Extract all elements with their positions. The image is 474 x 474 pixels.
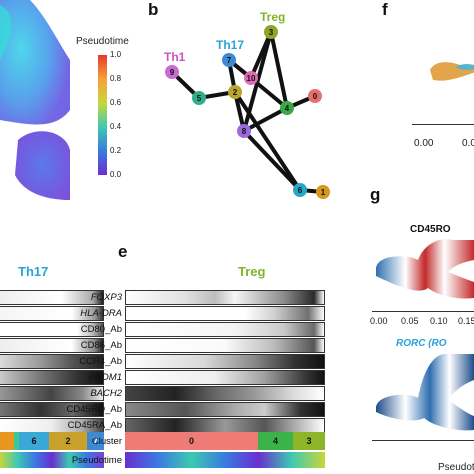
- trajectory-node: 5: [192, 91, 206, 105]
- heatmap-row: [125, 402, 325, 417]
- umap-scatter: [0, 0, 70, 200]
- panel-g-xlabel: Pseudot: [438, 462, 474, 473]
- th17-heatmap-row: [0, 354, 104, 369]
- trajectory-graph: [170, 30, 325, 194]
- heatmap-row: [125, 338, 325, 353]
- panel-f-tick: 0.0: [462, 138, 474, 149]
- treg-pseudotime-bar: [125, 452, 325, 468]
- panel-f-violin: [430, 62, 474, 81]
- th17-heatmap-row: [0, 306, 104, 321]
- lineage-label-treg: Treg: [260, 10, 286, 24]
- heatmap-row: [125, 370, 325, 385]
- gene-label: PRDM1: [88, 372, 122, 383]
- colorbar-tick: 0.0: [110, 170, 122, 179]
- colorbar-tick: 0.8: [110, 74, 122, 83]
- th17-cluster: 2: [49, 432, 87, 450]
- th17-cluster-bar: 6 2 7: [0, 432, 104, 450]
- colorbar: [98, 55, 107, 175]
- treg-cluster-bar: 0 4 3: [125, 432, 325, 450]
- heatmap-row: [125, 322, 325, 337]
- panel-g-title-2: RORC (RO: [396, 338, 447, 349]
- panel-g-axis-2: [372, 440, 474, 441]
- treg-cluster: 0: [125, 432, 258, 450]
- colorbar-tick: 1.0: [110, 50, 122, 59]
- heatmap-row: [125, 290, 325, 305]
- trajectory-node: 0: [308, 89, 322, 103]
- colorbar-tick: 0.4: [110, 122, 122, 131]
- gene-label: CD80_Ab: [80, 324, 122, 335]
- gene-label: CCR4_Ab: [79, 356, 122, 367]
- trajectory-node: 8: [237, 124, 251, 138]
- trajectory-node: 3: [264, 25, 278, 39]
- trajectory-node: 7: [222, 53, 236, 67]
- gene-label: FOXP3: [90, 292, 122, 303]
- trajectory-node: 9: [165, 65, 179, 79]
- heatmap-row: [125, 306, 325, 321]
- th17-heatmap-row: [0, 370, 104, 385]
- th17-heatmap-row: [0, 290, 104, 305]
- heatmap-row: [125, 418, 325, 433]
- panel-label-f: f: [382, 0, 388, 19]
- trajectory-node: 6: [293, 183, 307, 197]
- colorbar-tick: 0.6: [110, 98, 122, 107]
- umap-panel: [0, 0, 70, 200]
- th17-cluster: 6: [19, 432, 49, 450]
- gene-label: CD86_Ab: [80, 340, 122, 351]
- gene-label: HLA-DRA: [80, 308, 122, 319]
- treg-cluster: 3: [293, 432, 325, 450]
- panel-label-g: g: [370, 185, 381, 204]
- panel-g-tick: 0.05: [401, 316, 419, 326]
- gene-label: BACH2: [90, 388, 122, 399]
- pseudotime-row-label: Pseudotime: [71, 455, 122, 466]
- th17-heatmap-row: [0, 338, 104, 353]
- panel-g-flow-1: [376, 239, 474, 299]
- th17-pseudotime-bar: [0, 452, 104, 468]
- trajectory-node: 10: [244, 71, 258, 85]
- treg-label: Treg: [238, 264, 266, 279]
- heatmap-row: [125, 354, 325, 369]
- colorbar-tick: 0.2: [110, 146, 122, 155]
- panel-g-tick: 0.15: [458, 316, 474, 326]
- panel-g-tick: 0.10: [430, 316, 448, 326]
- panel-label-e: e: [118, 242, 128, 261]
- legend-title: Pseudotime: [76, 36, 129, 47]
- th17-heatmap-row: [0, 322, 104, 337]
- lineage-label-th17: Th17: [216, 38, 245, 52]
- trajectory-node: 2: [228, 85, 242, 99]
- panel-g-tick: 0.00: [370, 316, 388, 326]
- th17-heatmap-row: [0, 386, 104, 401]
- panel-f-axis: [412, 124, 474, 125]
- heatmap-row: [125, 386, 325, 401]
- panel-label-b: b: [148, 0, 159, 19]
- panel-g-flow-2: [376, 353, 474, 431]
- cluster-row-label: Cluster: [91, 436, 122, 447]
- trajectory-node: 4: [280, 101, 294, 115]
- gene-label: CD45RA_Ab: [67, 420, 122, 431]
- th17-cluster: 7: [87, 432, 104, 450]
- panel-g-axis: [372, 311, 474, 312]
- panel-f-tick: 0.00: [414, 138, 434, 149]
- panel-g-title-1: CD45RO: [410, 224, 451, 235]
- gene-label: CD45RO_Ab: [66, 404, 122, 415]
- th17-label: Th17: [18, 264, 49, 279]
- th17-heatmap-row: [0, 402, 104, 417]
- treg-cluster: 4: [258, 432, 293, 450]
- lineage-label-th1: Th1: [164, 50, 186, 64]
- trajectory-node: 1: [316, 185, 330, 199]
